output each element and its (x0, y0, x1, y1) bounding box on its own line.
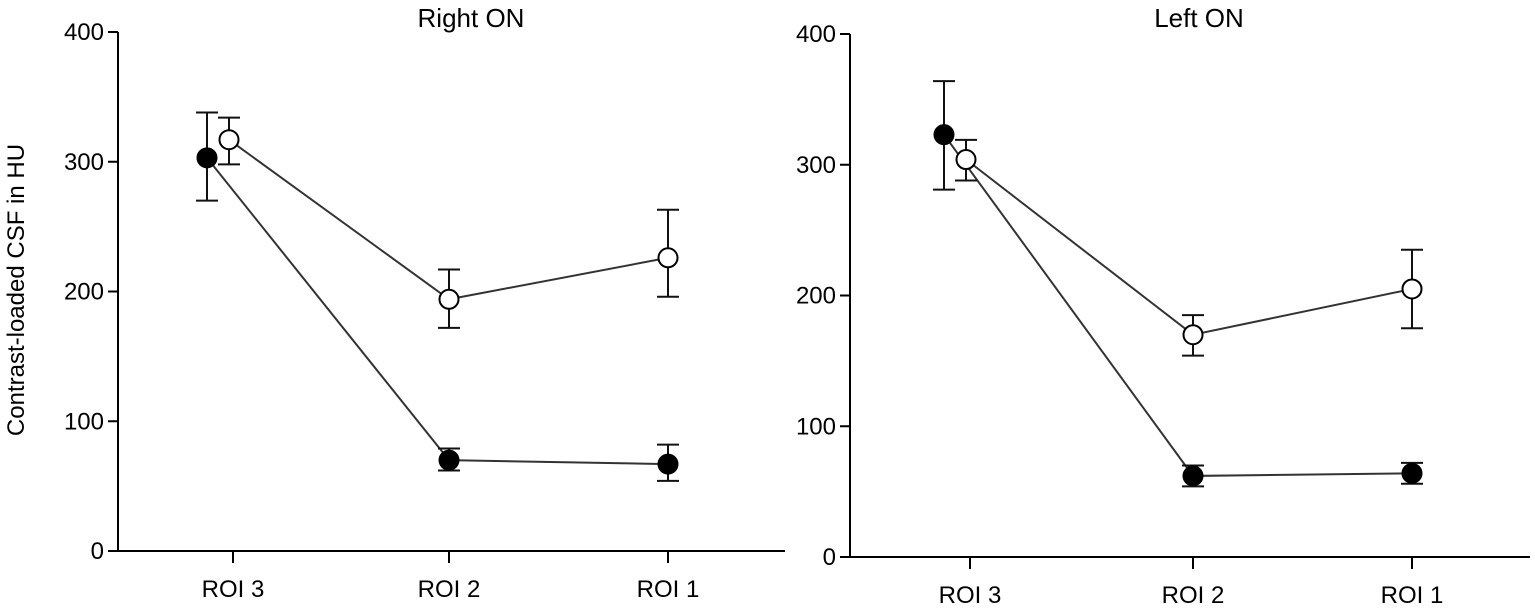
data-point (438, 449, 460, 471)
y-tick-label: 400 (796, 21, 836, 48)
series-line (943, 134, 1413, 477)
data-point (657, 453, 679, 475)
data-point (1182, 324, 1204, 346)
series-group (196, 111, 679, 482)
series-group (933, 80, 1423, 488)
chart-title: Right ON (418, 3, 525, 33)
data-point (1401, 462, 1423, 484)
x-tick-label: ROI 2 (1162, 582, 1225, 609)
x-tick-label: ROI 3 (939, 582, 1002, 609)
series-open (955, 138, 1423, 357)
y-tick-label: 300 (796, 152, 836, 179)
series-filled (933, 80, 1423, 488)
x-tick-label: ROI 1 (637, 576, 700, 603)
x-tick-label: ROI 1 (1381, 582, 1444, 609)
data-point (196, 147, 218, 169)
data-point (1182, 465, 1204, 487)
y-tick-label: 400 (64, 19, 104, 46)
y-tick-label: 100 (64, 408, 104, 435)
data-point (657, 247, 679, 269)
x-tick-label: ROI 3 (202, 576, 265, 603)
y-tick-label: 200 (64, 279, 104, 306)
axes: 0 100 200 300 400 ROI 3 ROI 2 ROI 1 (64, 19, 785, 603)
panel-left-on: Left ON 0 100 200 300 400 ROI 3 ROI 2 ROI 1 (796, 3, 1530, 609)
series-line (206, 157, 669, 466)
y-tick-label: 0 (823, 544, 836, 571)
data-point (438, 288, 460, 310)
y-tick-label: 300 (64, 149, 104, 176)
series-filled (196, 111, 679, 482)
data-point (933, 124, 955, 146)
series-open (218, 116, 679, 329)
panel-right-on: Right ON Contrast-loaded CSF in HU 0 100 2… (3, 3, 785, 603)
series-line (965, 158, 1413, 336)
data-point (1401, 278, 1423, 300)
y-tick-label: 0 (91, 538, 104, 565)
y-axis-label: Contrast-loaded CSF in HU (3, 144, 30, 436)
axes: 0 100 200 300 400 ROI 3 ROI 2 ROI 1 (796, 21, 1530, 609)
data-point (955, 149, 977, 171)
y-tick-label: 200 (796, 283, 836, 310)
chart-title: Left ON (1154, 3, 1244, 33)
x-tick-label: ROI 2 (418, 576, 481, 603)
data-point (218, 129, 240, 151)
y-tick-label: 100 (796, 413, 836, 440)
